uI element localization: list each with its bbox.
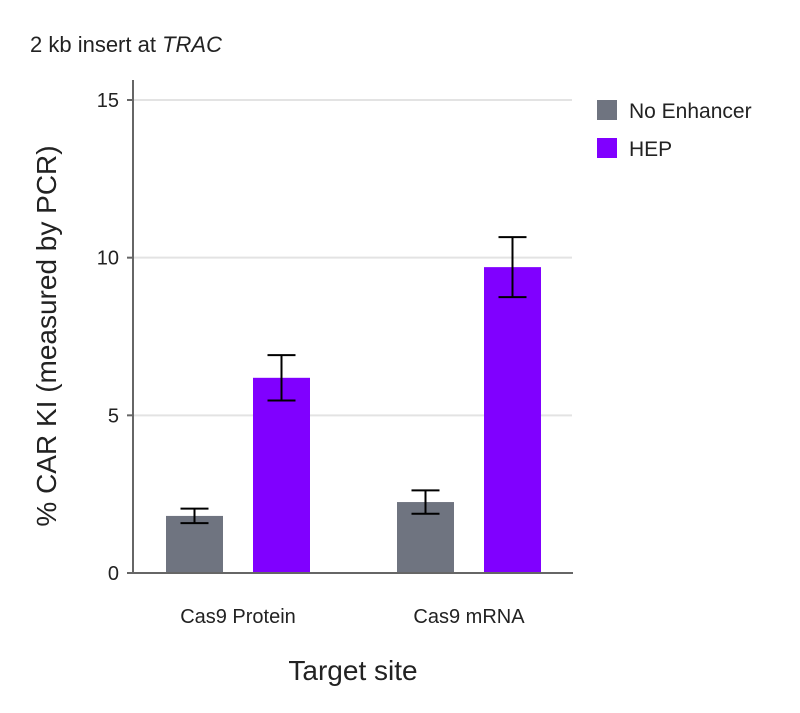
x-axis-label: Target site bbox=[288, 655, 417, 686]
y-tick-label: 15 bbox=[97, 90, 119, 112]
x-tick-label: Cas9 mRNA bbox=[413, 606, 525, 628]
bar bbox=[166, 515, 223, 573]
chart-title: 2 kb insert at TRAC bbox=[30, 32, 222, 57]
legend: No Enhancer HEP bbox=[597, 100, 752, 161]
legend-swatch bbox=[597, 100, 617, 120]
bar bbox=[253, 377, 310, 573]
legend-label: HEP bbox=[629, 138, 672, 161]
y-tick-label: 5 bbox=[108, 405, 119, 427]
y-tick-label: 10 bbox=[97, 248, 119, 270]
legend-label: No Enhancer bbox=[629, 100, 752, 123]
y-axis-label: % CAR KI (measured by PCR) bbox=[31, 145, 62, 526]
legend-swatch bbox=[597, 138, 617, 158]
bar bbox=[484, 267, 541, 573]
y-tick-label: 0 bbox=[108, 563, 119, 585]
x-tick-label: Cas9 Protein bbox=[180, 606, 296, 628]
